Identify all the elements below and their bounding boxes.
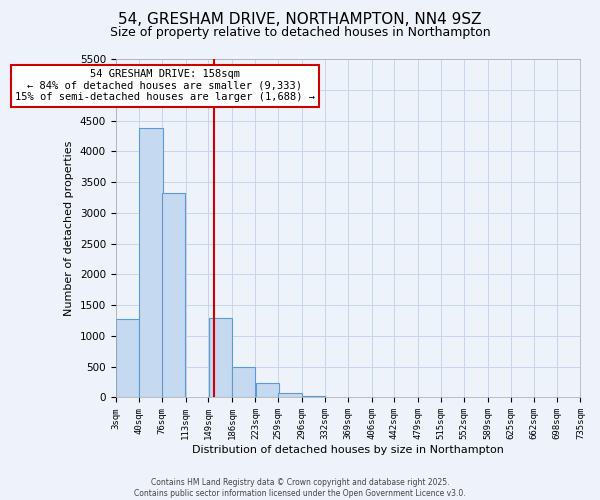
X-axis label: Distribution of detached houses by size in Northampton: Distribution of detached houses by size …: [192, 445, 504, 455]
Text: 54 GRESHAM DRIVE: 158sqm
← 84% of detached houses are smaller (9,333)
15% of sem: 54 GRESHAM DRIVE: 158sqm ← 84% of detach…: [15, 69, 315, 102]
Bar: [139, 128, 163, 398]
Bar: [278, 392, 302, 398]
Bar: [116, 320, 139, 398]
Bar: [209, 318, 232, 398]
Y-axis label: Number of detached properties: Number of detached properties: [64, 140, 74, 316]
Bar: [232, 366, 255, 398]
Text: Contains HM Land Registry data © Crown copyright and database right 2025.
Contai: Contains HM Land Registry data © Crown c…: [134, 478, 466, 498]
Bar: [256, 384, 279, 398]
Text: 54, GRESHAM DRIVE, NORTHAMPTON, NN4 9SZ: 54, GRESHAM DRIVE, NORTHAMPTON, NN4 9SZ: [118, 12, 482, 28]
Bar: [162, 192, 185, 398]
Bar: [302, 396, 325, 398]
Text: Size of property relative to detached houses in Northampton: Size of property relative to detached ho…: [110, 26, 490, 39]
